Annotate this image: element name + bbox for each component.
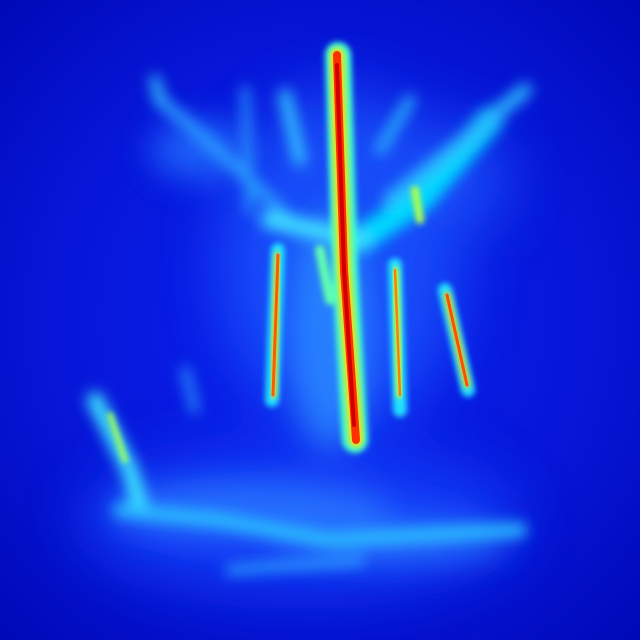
hot-cores [270, 48, 470, 447]
